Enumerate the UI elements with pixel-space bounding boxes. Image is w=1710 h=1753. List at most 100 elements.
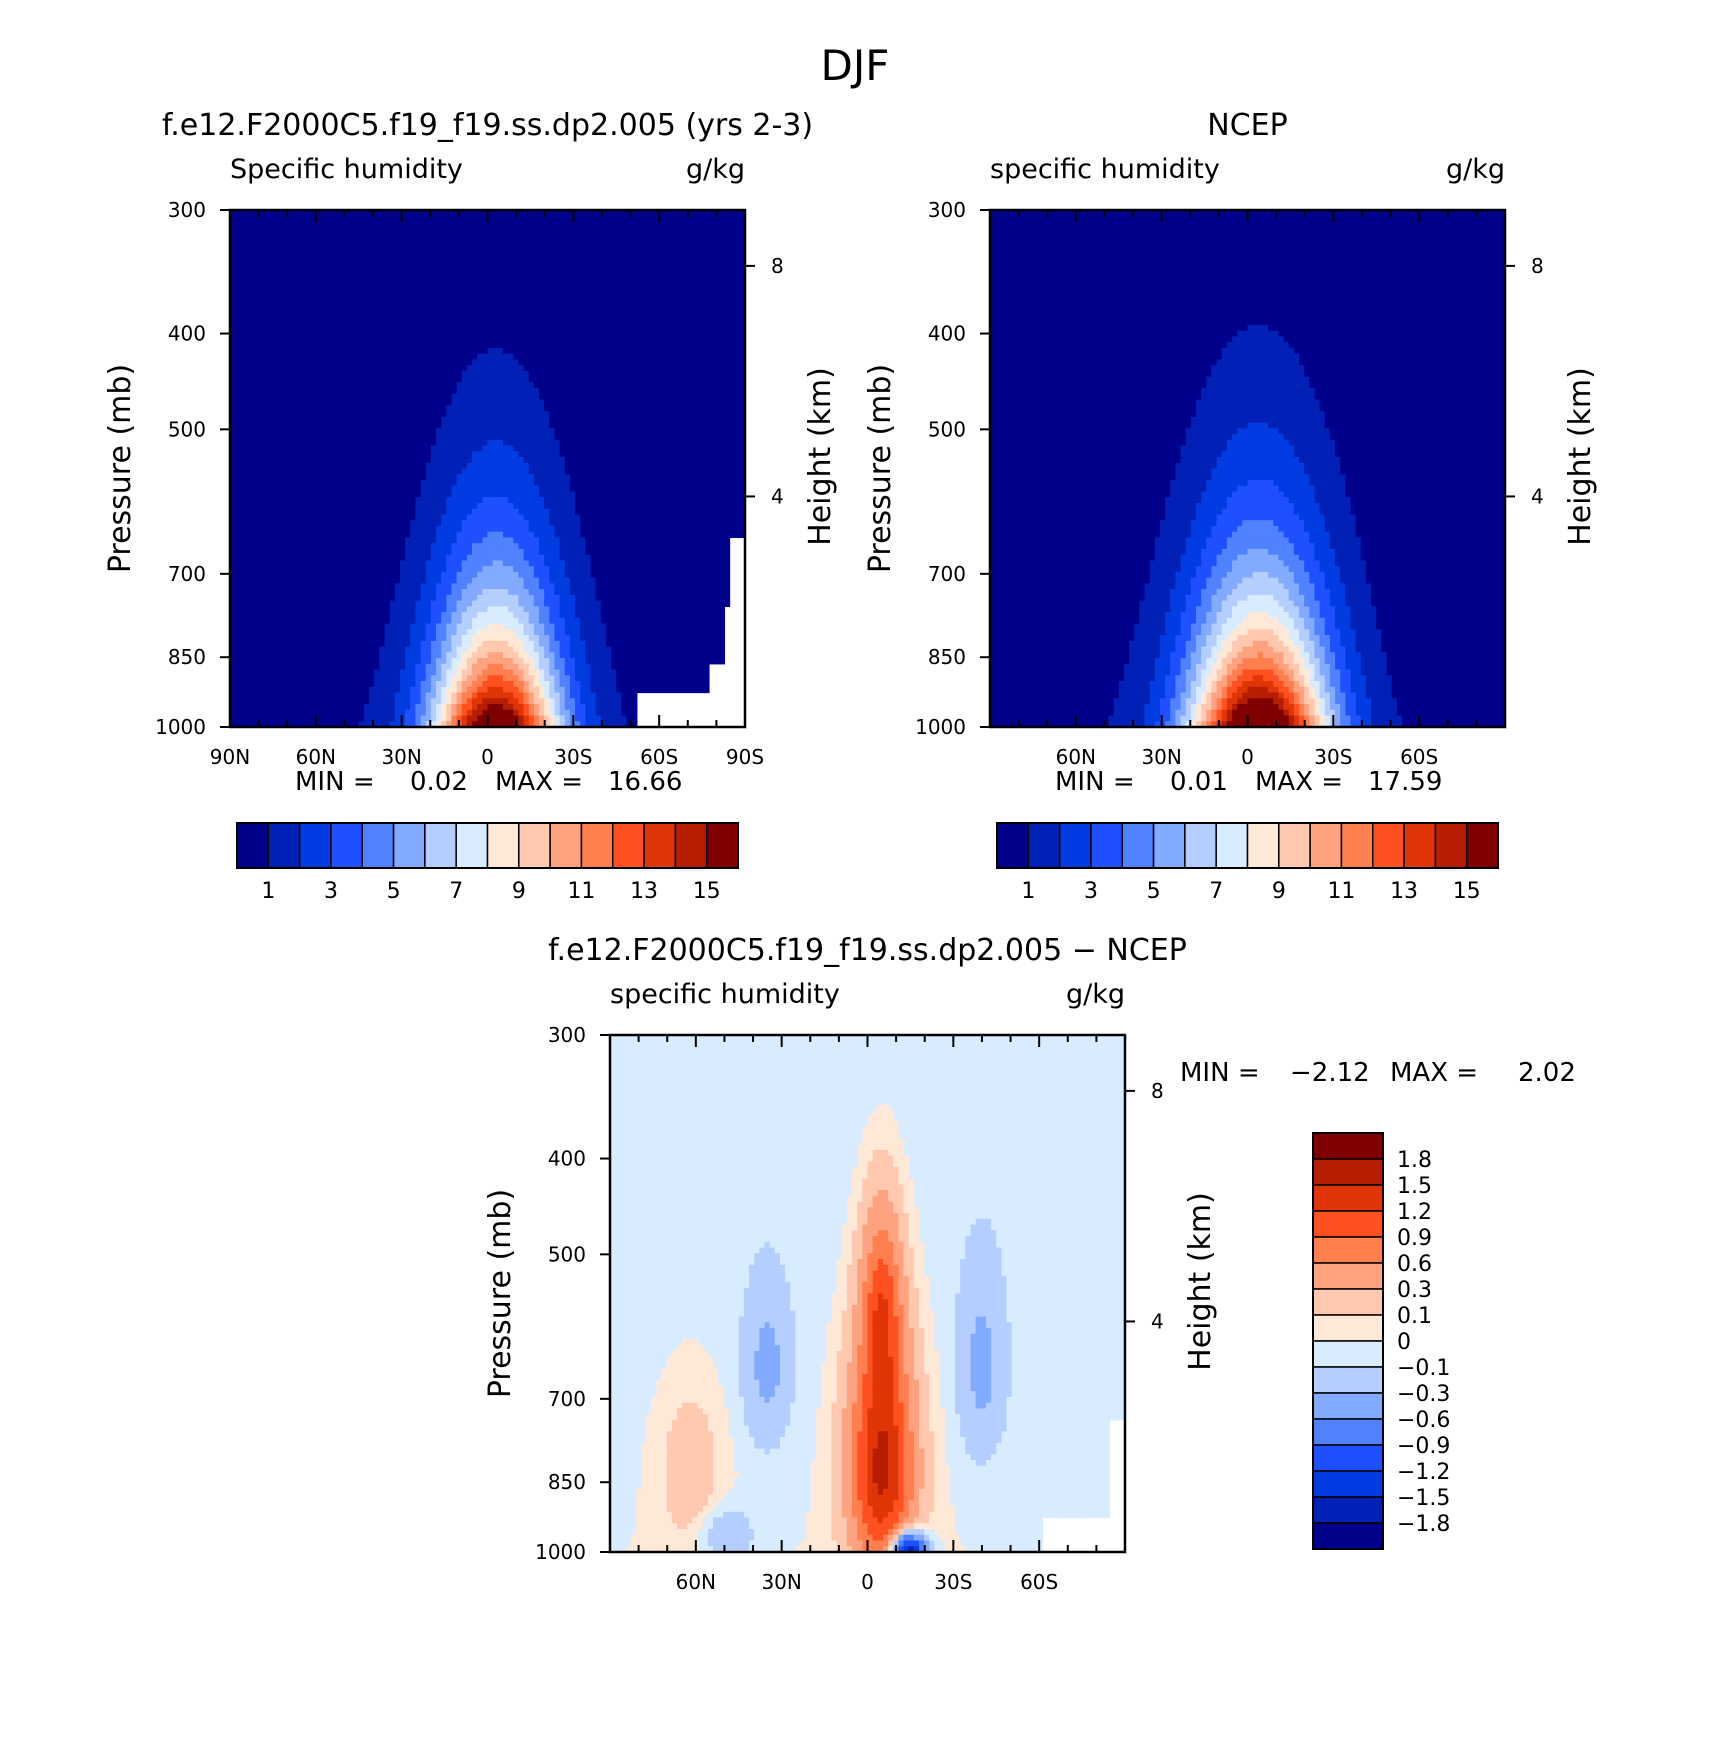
field-cell — [544, 423, 550, 429]
field-cell — [245, 325, 251, 331]
field-cell — [606, 296, 612, 302]
field-cell — [735, 250, 741, 256]
field-cell — [354, 365, 360, 371]
field-cell — [709, 434, 715, 440]
field-cell — [591, 463, 597, 469]
field-cell — [704, 405, 710, 411]
field-cell — [673, 446, 679, 452]
field-cell — [312, 285, 318, 291]
field-cell — [333, 400, 339, 406]
field-cell — [627, 365, 633, 371]
field-cell — [585, 440, 591, 446]
field-cell — [632, 221, 638, 227]
field-cell — [302, 325, 308, 331]
field-cell — [369, 394, 375, 400]
field-cell — [621, 308, 627, 314]
field-cell — [395, 354, 401, 360]
field-cell — [235, 331, 241, 337]
field-cell — [271, 256, 277, 262]
field-cell — [616, 474, 622, 480]
field-cell — [688, 342, 694, 348]
field-cell — [385, 331, 391, 337]
field-cell — [714, 451, 720, 457]
field-cell — [647, 486, 653, 492]
field-cell — [271, 239, 277, 245]
field-cell — [498, 394, 504, 400]
field-cell — [663, 359, 669, 365]
field-cell — [513, 250, 519, 256]
field-cell — [627, 491, 633, 497]
field-cell — [632, 371, 638, 377]
field-cell — [292, 342, 298, 348]
field-cell — [544, 336, 550, 342]
field-cell — [297, 446, 303, 452]
field-cell — [343, 411, 349, 417]
field-cell — [596, 290, 602, 296]
field-cell — [663, 446, 669, 452]
field-cell — [668, 457, 674, 463]
field-cell — [575, 279, 581, 285]
field-cell — [390, 308, 396, 314]
field-cell — [518, 256, 524, 262]
field-cell — [673, 480, 679, 486]
field-cell — [379, 290, 385, 296]
field-cell — [451, 296, 457, 302]
field-cell — [256, 451, 262, 457]
field-cell — [354, 354, 360, 360]
field-cell — [560, 486, 566, 492]
field-cell — [503, 480, 509, 486]
field-cell — [513, 486, 519, 492]
field-cell — [560, 359, 566, 365]
field-cell — [611, 348, 617, 354]
field-cell — [560, 302, 566, 308]
field-cell — [534, 302, 540, 308]
field-cell — [735, 331, 741, 337]
field-cell — [694, 273, 700, 279]
field-cell — [405, 417, 411, 423]
field-cell — [647, 434, 653, 440]
field-cell — [385, 359, 391, 365]
field-cell — [513, 244, 519, 250]
field-cell — [657, 451, 663, 457]
field-cell — [683, 446, 689, 452]
field-cell — [694, 365, 700, 371]
field-cell — [292, 319, 298, 325]
field-cell — [245, 474, 251, 480]
field-cell — [642, 244, 648, 250]
field-cell — [596, 342, 602, 348]
field-cell — [312, 290, 318, 296]
field-cell — [446, 405, 452, 411]
field-cell — [647, 474, 653, 480]
field-cell — [287, 296, 293, 302]
field-cell — [415, 244, 421, 250]
field-cell — [477, 469, 483, 475]
field-cell — [369, 262, 375, 268]
field-cell — [534, 486, 540, 492]
field-cell — [508, 405, 514, 411]
field-cell — [364, 359, 370, 365]
field-cell — [379, 285, 385, 291]
field-cell — [668, 262, 674, 268]
field-cell — [709, 227, 715, 233]
field-cell — [735, 382, 741, 388]
field-cell — [513, 417, 519, 423]
field-cell — [374, 262, 380, 268]
field-cell — [529, 451, 535, 457]
field-cell — [338, 348, 344, 354]
field-cell — [544, 331, 550, 337]
field-cell — [369, 336, 375, 342]
field-cell — [735, 388, 741, 394]
field-cell — [292, 434, 298, 440]
field-cell — [374, 428, 380, 434]
field-cell — [343, 469, 349, 475]
field-cell — [451, 290, 457, 296]
field-cell — [529, 400, 535, 406]
field-cell — [395, 331, 401, 337]
field-cell — [374, 440, 380, 446]
field-cell — [493, 256, 499, 262]
field-cell — [616, 394, 622, 400]
field-cell — [282, 486, 288, 492]
field-cell — [627, 428, 633, 434]
field-cell — [529, 216, 535, 222]
field-cell — [704, 239, 710, 245]
